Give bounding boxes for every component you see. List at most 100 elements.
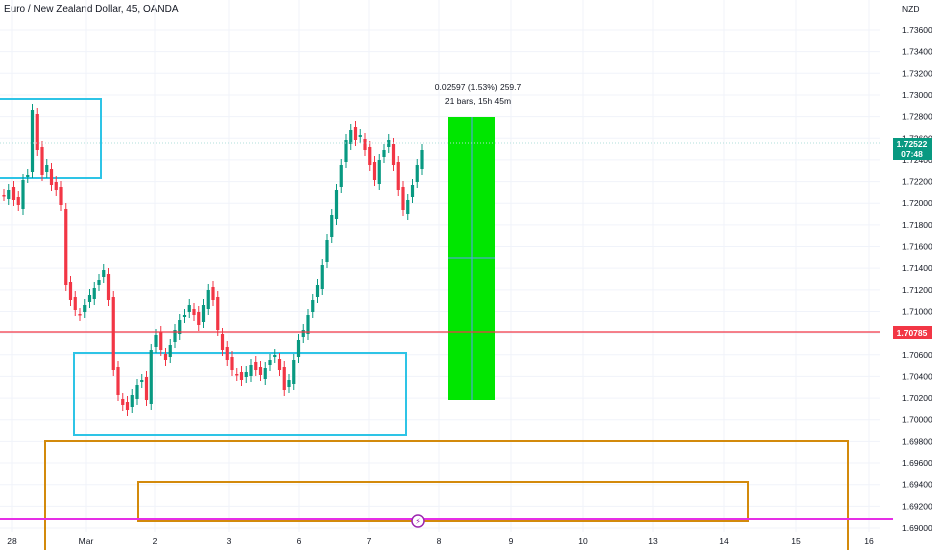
candle-body bbox=[344, 140, 348, 162]
candle-body bbox=[396, 162, 400, 190]
candle-body bbox=[401, 187, 405, 210]
candle-body bbox=[372, 162, 377, 180]
price-tick-label: 1.73000 bbox=[902, 90, 932, 100]
price-tick-label: 1.72800 bbox=[902, 112, 932, 122]
candle-body bbox=[192, 309, 196, 315]
candle-body bbox=[45, 165, 49, 172]
candle-body bbox=[258, 367, 263, 375]
candle-body bbox=[254, 362, 258, 370]
price-tick-label: 1.69200 bbox=[902, 501, 932, 511]
candle-body bbox=[49, 169, 54, 185]
candle-body bbox=[106, 274, 111, 300]
candle-body bbox=[349, 130, 353, 144]
candle-body bbox=[121, 399, 125, 405]
candle-body bbox=[334, 190, 339, 219]
candle-body bbox=[21, 180, 25, 209]
price-tick-label: 1.71200 bbox=[902, 285, 932, 295]
candle-body bbox=[268, 360, 272, 365]
candle-body bbox=[83, 305, 87, 312]
candle-body bbox=[78, 314, 82, 316]
level-tag-label: 1.70785 bbox=[897, 328, 928, 338]
candle-body bbox=[54, 182, 58, 190]
candle-body bbox=[353, 127, 358, 140]
candle-body bbox=[235, 374, 239, 376]
candle-body bbox=[277, 359, 282, 370]
candle-body bbox=[239, 372, 244, 380]
candle-body bbox=[415, 165, 419, 182]
price-axis[interactable]: 1.736001.734001.732001.730001.728001.726… bbox=[893, 4, 932, 533]
candle-body bbox=[363, 139, 367, 150]
candle-body bbox=[358, 135, 362, 137]
inner-orange-box bbox=[137, 481, 749, 522]
time-tick-label: 28 bbox=[7, 536, 17, 546]
time-axis[interactable]: 28 Mar 2 3 6 7 8 9 10 13 14 15 16 bbox=[7, 536, 874, 546]
candle-body bbox=[197, 312, 201, 325]
price-tick-label: 1.72200 bbox=[902, 177, 932, 187]
price-tick-label: 1.73400 bbox=[902, 47, 932, 57]
candle-body bbox=[144, 377, 149, 400]
candle-body bbox=[206, 290, 210, 309]
candle-body bbox=[68, 282, 73, 300]
candle-body bbox=[163, 354, 168, 360]
candle-body bbox=[273, 355, 277, 357]
levels: ⚡ bbox=[0, 142, 893, 528]
price-tick-label: 1.73600 bbox=[902, 25, 932, 35]
price-tick-label: 1.71800 bbox=[902, 220, 932, 230]
time-tick-label: 9 bbox=[509, 536, 514, 546]
candle-body bbox=[391, 144, 396, 165]
candle-body bbox=[320, 265, 324, 289]
price-tick-label: 1.70400 bbox=[902, 371, 932, 381]
time-tick-label: 3 bbox=[227, 536, 232, 546]
candle-body bbox=[26, 175, 30, 177]
price-tick-label: 1.69000 bbox=[902, 523, 932, 533]
candle-body bbox=[159, 332, 163, 350]
candle-body bbox=[154, 335, 158, 347]
currency-label: NZD bbox=[902, 4, 919, 14]
current-price-tag bbox=[893, 138, 932, 160]
candle-body bbox=[116, 367, 120, 395]
chart-title: Euro / New Zealand Dollar, 45, OANDA bbox=[4, 4, 179, 15]
candle-body bbox=[311, 300, 315, 312]
candle-body bbox=[111, 297, 115, 370]
candle-body bbox=[387, 140, 391, 147]
price-tick-label: 1.69400 bbox=[902, 480, 932, 490]
measure-tool[interactable]: 0.02597 (1.53%) 259.7 21 bars, 15h 45m bbox=[435, 82, 522, 400]
candle-body bbox=[382, 150, 386, 157]
candle-body bbox=[306, 315, 310, 334]
lightning-icon: ⚡ bbox=[415, 517, 421, 526]
candle-body bbox=[97, 280, 101, 285]
candle-body bbox=[30, 110, 35, 172]
candle-body bbox=[244, 372, 248, 377]
candles bbox=[2, 104, 424, 416]
candle-body bbox=[73, 297, 77, 310]
candle-body bbox=[92, 288, 96, 299]
candle-body bbox=[16, 197, 20, 205]
candle-body bbox=[211, 287, 215, 300]
price-tick-label: 1.72000 bbox=[902, 198, 932, 208]
candle-body bbox=[410, 185, 415, 197]
candle-body bbox=[149, 350, 153, 404]
candle-body bbox=[249, 365, 253, 376]
time-tick-label: 14 bbox=[719, 536, 729, 546]
time-tick-label: 13 bbox=[648, 536, 658, 546]
zones bbox=[0, 98, 849, 550]
candle-body bbox=[296, 340, 301, 357]
countdown-label: 07:48 bbox=[901, 149, 923, 159]
upper-left-box bbox=[0, 98, 102, 179]
candle-body bbox=[173, 330, 177, 342]
measure-label-range: 0.02597 (1.53%) 259.7 bbox=[435, 82, 522, 92]
candle-body bbox=[420, 150, 424, 169]
candle-body bbox=[325, 240, 329, 262]
candle-body bbox=[182, 315, 187, 317]
candle-body bbox=[125, 402, 130, 410]
candle-body bbox=[292, 360, 296, 384]
current-price-label: 1.72522 bbox=[897, 139, 928, 149]
candle-body bbox=[225, 347, 229, 360]
candle-body bbox=[263, 368, 267, 379]
candle-body bbox=[7, 190, 11, 199]
time-tick-label: 8 bbox=[437, 536, 442, 546]
price-tick-label: 1.71000 bbox=[902, 306, 932, 316]
price-tick-label: 1.69800 bbox=[902, 436, 932, 446]
time-tick-label: Mar bbox=[79, 536, 94, 546]
